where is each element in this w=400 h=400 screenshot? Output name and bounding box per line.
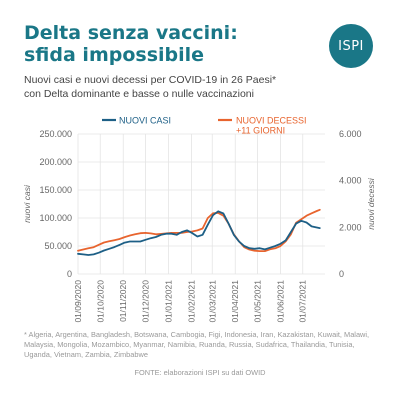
chart-subtitle: Nuovi casi e nuovi decessi per COVID-19 … (24, 73, 364, 101)
x-tick-label: 01/02/2021 (186, 280, 196, 323)
y-left-tick-label: 150.000 (39, 185, 72, 195)
y-right-tick-label: 6.000 (339, 129, 362, 139)
ispi-logo: ISPI (329, 24, 373, 68)
y-right-tick-label: 0 (339, 269, 344, 279)
subtitle-line-2: con Delta dominante e basse o nulle vacc… (24, 88, 254, 100)
x-tick-label: 01/01/2021 (163, 280, 173, 323)
y-right-tick-label: 4.000 (339, 176, 362, 186)
x-tick-label: 01/06/2021 (275, 280, 285, 323)
legend-label-cases: NUOVI CASI (119, 116, 171, 126)
legend: NUOVI CASI NUOVI DECESSI +11 GIORNI (102, 116, 307, 136)
y-left-tick-label: 50.000 (44, 241, 72, 251)
title-line-1: Delta senza vaccini: (24, 22, 238, 44)
series-layer (77, 208, 321, 256)
x-tick-label: 01/10/2020 (95, 280, 105, 323)
right-axis: 0 2.000 4.000 6.000 (339, 129, 362, 279)
source-note: FONTE: elaborazioni ISPI su dati OWID (134, 368, 266, 377)
x-tick-label: 01/03/2021 (207, 280, 217, 323)
title-line-2: sfida impossibile (24, 44, 205, 66)
legend-label-deaths: NUOVI DECESSI +11 GIORNI (236, 116, 307, 136)
left-axis: 0 50.000 100.000 150.000 200.000 250.000 (39, 129, 72, 279)
x-tick-label: 01/11/2020 (118, 280, 128, 322)
x-tick-label: 01/09/2020 (73, 280, 83, 323)
y-left-tick-label: 100.000 (39, 213, 72, 223)
y-axis-left-label: nuovi casi (22, 184, 32, 223)
x-tick-label: 01/05/2021 (253, 280, 263, 323)
x-axis: 01/09/2020 01/10/2020 01/11/2020 01/12/2020… (73, 280, 308, 323)
x-tick-label: 01/07/2021 (298, 280, 308, 323)
series-deaths-line (77, 208, 321, 253)
chart-title: Delta senza vaccini: sfida impossibile (24, 22, 324, 66)
y-left-tick-label: 0 (67, 269, 72, 279)
y-left-tick-label: 250.000 (39, 129, 72, 139)
grid-lines (77, 133, 325, 275)
x-tick-label: 01/04/2021 (230, 280, 240, 323)
x-tick-label: 01/12/2020 (140, 280, 150, 323)
footnote: * Algeria, Argentina, Bangladesh, Botswa… (24, 330, 370, 359)
y-axis-right-label: nuovi decessi (366, 177, 376, 230)
logo-text: ISPI (338, 38, 364, 54)
y-left-tick-label: 200.000 (39, 157, 72, 167)
series-cases-line (77, 210, 321, 256)
subtitle-line-1: Nuovi casi e nuovi decessi per COVID-19 … (24, 74, 277, 86)
y-right-tick-label: 2.000 (339, 222, 362, 232)
